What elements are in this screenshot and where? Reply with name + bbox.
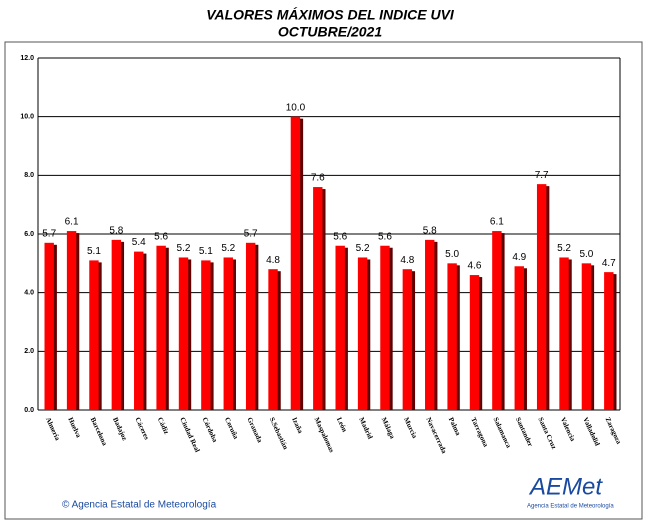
chart-title: VALORES MÁXIMOS DEL INDICE UVI: [206, 7, 455, 23]
value-label: 6.1: [490, 217, 504, 228]
bar: [156, 245, 166, 410]
value-label: 5.2: [557, 243, 571, 254]
y-tick-label: 2.0: [24, 348, 34, 355]
x-tick-label: Izaña: [290, 416, 305, 435]
x-tick-label: Valencia: [559, 416, 577, 443]
bar: [380, 245, 390, 410]
bar: [357, 257, 368, 410]
x-tick-label: Cádiz: [156, 416, 171, 435]
bar: [492, 231, 502, 410]
bar: [447, 263, 457, 410]
value-label: 4.9: [512, 252, 526, 263]
x-tick-label: Cáceres: [133, 416, 150, 441]
bar: [604, 272, 614, 410]
bar: [223, 257, 233, 410]
frame: [4, 41, 643, 520]
bar: [581, 263, 592, 410]
value-label: 5.6: [333, 231, 347, 242]
x-tick-label: Tarragona: [469, 416, 490, 449]
value-label: 5.0: [445, 249, 459, 260]
y-tick-label: 0.0: [24, 407, 34, 414]
bar: [178, 257, 189, 410]
y-tick-label: 12.0: [20, 55, 34, 62]
x-tick-label: Zaragoza: [604, 416, 623, 446]
bar: [335, 245, 345, 410]
y-tick-label: 6.0: [24, 231, 34, 238]
bar: [66, 231, 77, 410]
x-tick-label: Madrid: [357, 416, 374, 440]
value-label: 7.6: [311, 173, 325, 184]
x-tick-label: Barcelona: [89, 416, 109, 447]
value-label: 5.7: [42, 228, 56, 239]
x-tick-label: Palma: [447, 416, 463, 437]
value-label: 4.6: [468, 261, 482, 272]
y-tick-label: 10.0: [20, 114, 34, 121]
value-label: 5.2: [356, 243, 370, 254]
bar: [469, 275, 480, 410]
value-label: 5.1: [87, 246, 101, 257]
bar: [44, 242, 54, 410]
bar: [514, 266, 524, 410]
bar: [111, 239, 122, 410]
bar: [536, 184, 547, 410]
value-label: 5.2: [221, 243, 235, 254]
y-tick-label: 8.0: [24, 172, 34, 179]
x-tick-label: Badajoz: [111, 416, 129, 442]
x-tick-label: Santa Cruz: [536, 416, 558, 450]
x-tick-label: Almería: [44, 416, 62, 442]
x-tick-label: Navacerrada: [424, 416, 448, 455]
bar: [425, 239, 435, 410]
x-tick-label: Córdoba: [201, 416, 220, 444]
x-tick-label: Murcia: [402, 416, 419, 440]
bar: [559, 257, 569, 410]
value-label: 7.7: [535, 170, 549, 181]
value-label: 5.7: [244, 228, 258, 239]
x-tick-label: Málaga: [380, 416, 397, 440]
value-label: 5.4: [132, 237, 146, 248]
logo-caption: Agencia Estatal de Meteorología: [527, 504, 614, 510]
copyright: © Agencia Estatal de Meteorología: [62, 500, 217, 511]
x-tick-label: Granada: [245, 416, 264, 444]
logo: AEMet: [528, 473, 603, 500]
x-tick-label: Huelva: [66, 416, 83, 439]
bar: [134, 251, 144, 410]
value-label: 4.8: [266, 255, 280, 266]
value-label: 5.2: [177, 243, 191, 254]
value-label: 4.7: [602, 258, 616, 269]
value-label: 5.0: [579, 249, 593, 260]
x-tick-label: Valladolid: [581, 416, 601, 447]
value-label: 6.1: [65, 217, 79, 228]
bar: [402, 269, 413, 410]
y-tick-label: 4.0: [24, 290, 34, 297]
x-tick-label: Salamanca: [492, 416, 513, 449]
x-tick-label: S.Sebastián: [268, 416, 290, 451]
value-label: 4.8: [400, 255, 414, 266]
value-label: 5.6: [378, 231, 392, 242]
value-label: 5.1: [199, 246, 213, 257]
bar: [89, 260, 99, 410]
chart-subtitle: OCTUBRE/2021: [278, 24, 382, 40]
value-label: 5.6: [154, 231, 168, 242]
value-label: 5.8: [109, 226, 123, 237]
bar: [313, 187, 323, 410]
bar: [290, 116, 301, 411]
x-tick-label: Coruña: [223, 416, 240, 441]
x-tick-label: Maspalomas: [313, 416, 336, 454]
value-label: 10.0: [286, 102, 306, 113]
x-tick-label: León: [335, 416, 349, 433]
value-label: 5.8: [423, 226, 437, 237]
bar: [245, 242, 256, 410]
x-tick-label: Ciudad Real: [178, 416, 201, 453]
bar: [201, 260, 211, 410]
x-tick-label: Santander: [514, 416, 534, 448]
bar: [268, 269, 278, 410]
